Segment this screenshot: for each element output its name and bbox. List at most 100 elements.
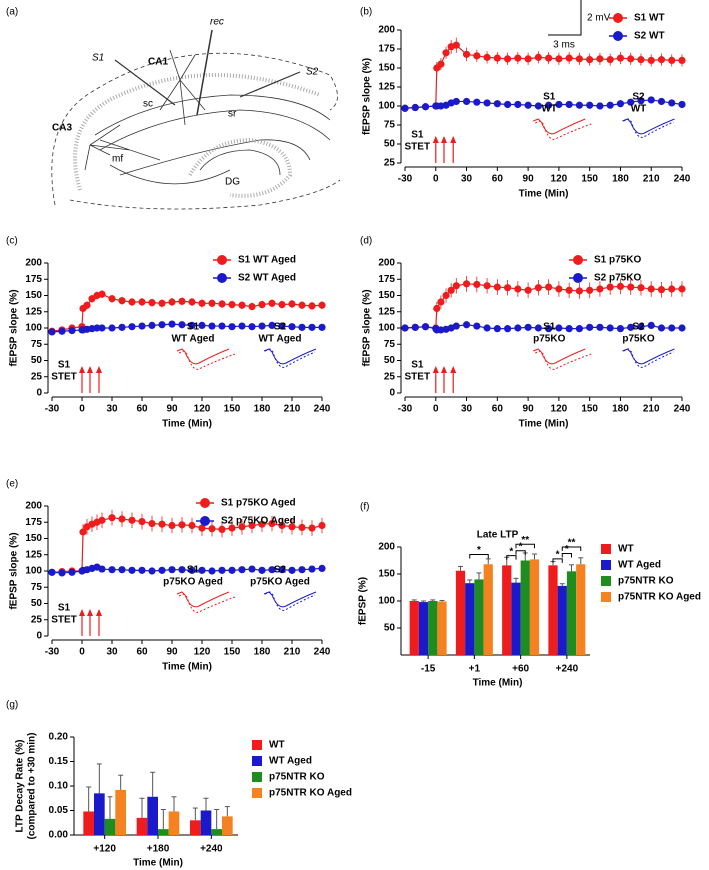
significance-bracket: [469, 554, 489, 559]
legend-label: WT Aged: [618, 560, 661, 571]
bar: [576, 564, 586, 655]
data-point: [678, 324, 686, 332]
data-point: [298, 323, 306, 331]
x-tick-label: 150: [224, 647, 241, 658]
trace: [533, 118, 586, 135]
data-point: [268, 566, 276, 574]
scale-bar: [548, 0, 582, 36]
x-tick-label: 210: [643, 404, 660, 415]
data-point: [586, 101, 594, 109]
inset-label: p75KO Aged: [250, 577, 310, 588]
data-point: [586, 56, 594, 64]
x-tick-label: 120: [194, 647, 211, 658]
data-point: [148, 299, 156, 307]
y-tick-label: 100: [378, 101, 395, 112]
x-tick-label: 210: [284, 647, 301, 658]
x-tick-label: 240: [674, 404, 691, 415]
data-point: [452, 97, 460, 106]
data-point: [218, 322, 226, 330]
data-point: [228, 301, 236, 309]
y-tick-label: 125: [378, 306, 395, 317]
data-point: [473, 98, 481, 106]
mossy-fiber: [109, 164, 231, 185]
data-point: [248, 565, 256, 573]
inset-label: WT: [631, 104, 647, 115]
data-point: [278, 521, 286, 530]
data-point: [148, 567, 156, 575]
legend-marker: [573, 255, 583, 265]
y-tick-label: 150: [378, 63, 395, 74]
trace: [178, 593, 236, 613]
data-point: [616, 325, 625, 333]
y-tick-label: 150: [378, 569, 395, 580]
data-point: [637, 56, 645, 64]
data-point: [534, 284, 542, 292]
x-tick-label: 210: [284, 404, 301, 415]
data-point: [318, 301, 326, 309]
x-tick-label: -30: [398, 404, 413, 415]
x-tick-label: 180: [612, 174, 629, 185]
data-point: [503, 100, 512, 109]
data-point: [503, 325, 512, 333]
bar: [502, 565, 512, 655]
data-point: [108, 295, 116, 303]
data-point: [565, 54, 573, 62]
y-tick-label: 25: [384, 371, 396, 382]
y-tick-label: 50: [384, 623, 396, 634]
x-tick-label: 30: [461, 404, 473, 415]
data-point: [98, 516, 106, 524]
legend-swatch: [252, 756, 262, 766]
x-tick-label: 0: [433, 404, 439, 415]
data-point: [258, 322, 266, 330]
data-point: [138, 298, 146, 306]
data-point: [596, 323, 604, 331]
data-point: [268, 321, 276, 329]
legend-label: S2 p75KO: [594, 273, 641, 284]
significance-label: **: [568, 538, 576, 549]
inset-label: S2: [274, 565, 287, 576]
y-tick-label: 100: [378, 323, 395, 334]
bar: [483, 564, 493, 655]
stim-arrowhead: [79, 609, 85, 616]
x-axis-label: Time (Min): [519, 189, 569, 200]
y-axis-label: fEPSP slope (%): [9, 289, 20, 366]
trace: [535, 350, 592, 370]
data-point: [238, 322, 246, 330]
bar: [94, 793, 105, 835]
legend-marker: [217, 273, 227, 283]
y-tick-label: 175: [378, 274, 395, 285]
data-point: [308, 302, 316, 310]
trace: [264, 348, 316, 368]
x-axis-label: Time (Min): [473, 678, 523, 689]
inset-label: S1: [543, 92, 556, 103]
trace: [622, 348, 675, 365]
data-point: [298, 566, 306, 574]
data-point: [411, 323, 419, 331]
data-point: [668, 285, 676, 293]
panel-label: (a): [6, 7, 18, 18]
x-tick-label: 210: [643, 174, 660, 185]
data-point: [128, 298, 136, 306]
legend-label: p75NTR KO Aged: [269, 788, 352, 799]
layer: [94, 94, 331, 136]
data-point: [437, 60, 445, 68]
data-point: [514, 285, 522, 293]
data-point: [545, 283, 553, 291]
data-point: [503, 284, 512, 292]
panel-label: (d): [360, 236, 372, 247]
data-point: [318, 323, 326, 331]
legend-label: WT Aged: [269, 756, 312, 767]
bar: [557, 585, 567, 655]
data-point: [148, 519, 156, 528]
significance-bracket: [561, 546, 582, 551]
data-point: [48, 328, 56, 336]
data-point: [606, 56, 614, 64]
y-tick-label: 150: [25, 533, 42, 544]
trace: [178, 350, 236, 370]
inset-label: p75KO: [622, 334, 654, 345]
data-point: [93, 324, 101, 332]
bar: [409, 601, 419, 655]
bar: [168, 811, 180, 835]
bar: [566, 571, 577, 655]
y-tick-label: 0.00: [49, 830, 69, 841]
